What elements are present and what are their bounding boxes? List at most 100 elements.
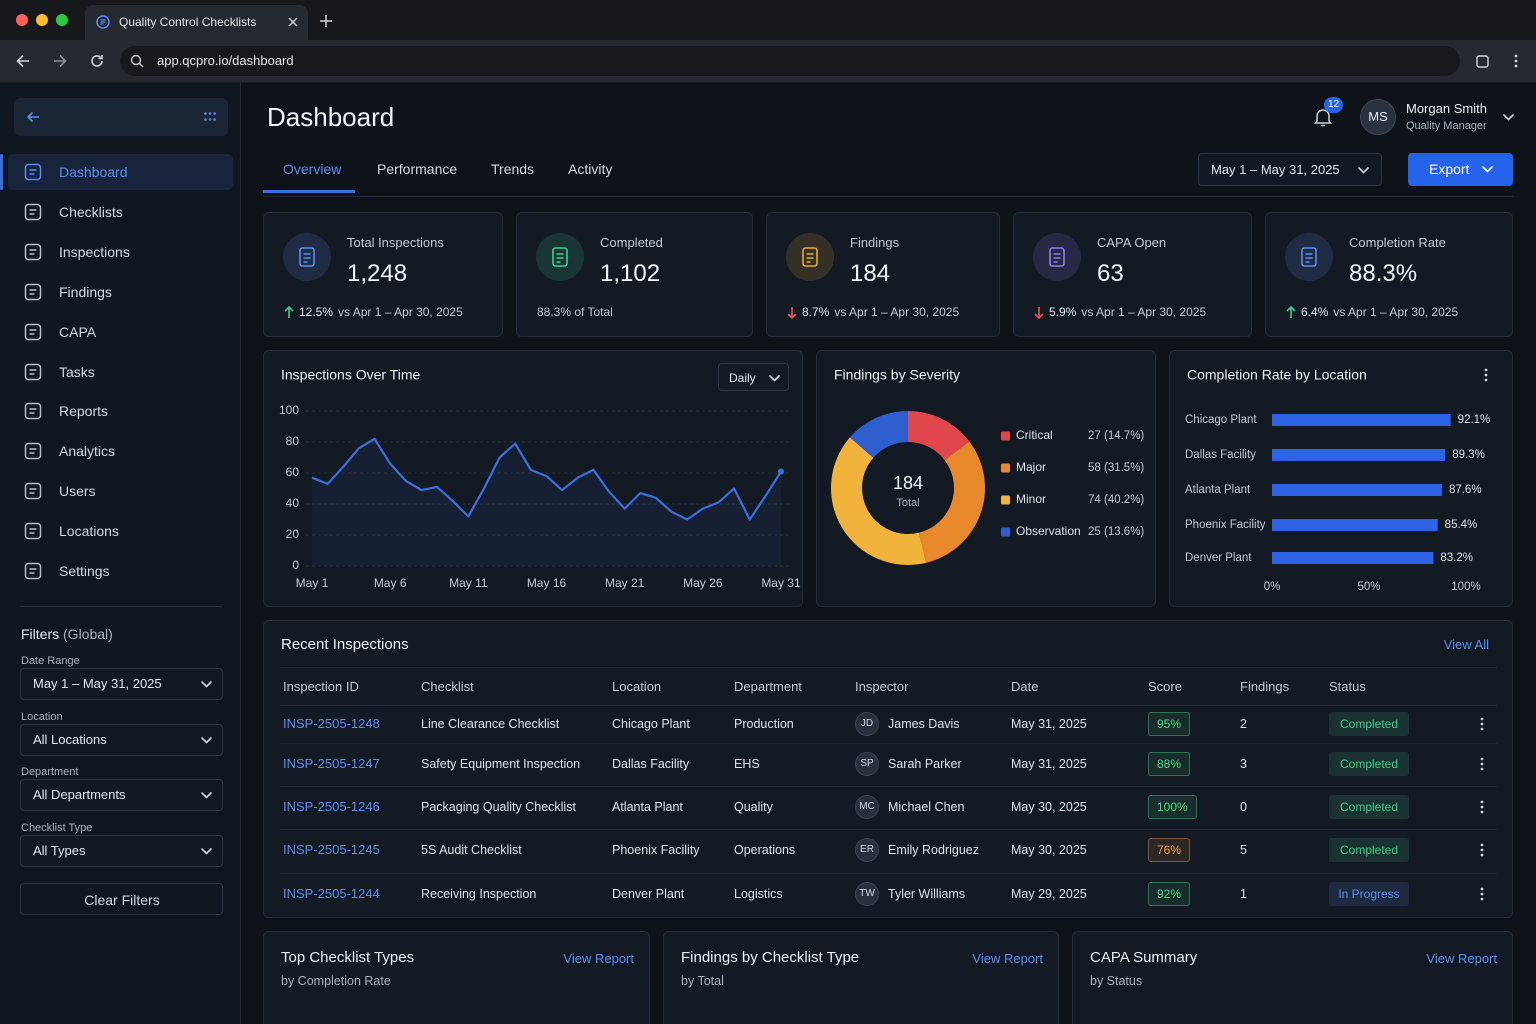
- inspection-id[interactable]: INSP-2505-1248: [283, 716, 380, 731]
- interval-select[interactable]: Daily: [718, 363, 789, 391]
- select-chevron-part: [201, 736, 212, 743]
- kpi-note: vs Apr 1 – Apr 30, 2025: [1081, 305, 1207, 319]
- date: May 31, 2025: [1011, 757, 1087, 771]
- browser-tab[interactable]: Quality Control Checklists: [85, 5, 308, 40]
- nav-icon: [24, 562, 42, 580]
- status-badge: Completed: [1329, 838, 1409, 862]
- findings-count: 3: [1240, 757, 1247, 771]
- reload-button-part: [91, 55, 103, 67]
- tab-close[interactable]: [288, 17, 298, 27]
- row-menu[interactable]: [1480, 717, 1484, 731]
- nav-item[interactable]: Checklists: [8, 194, 233, 230]
- nav-label: Inspections: [59, 243, 130, 260]
- chart-menu[interactable]: [1484, 368, 1488, 382]
- report-link[interactable]: View Report: [972, 951, 1043, 966]
- row-menu-part: [1480, 727, 1484, 731]
- kpi-icon-part: [283, 233, 331, 281]
- tab[interactable]: Activity: [568, 161, 613, 177]
- nav-icon: [24, 323, 42, 340]
- nav-item[interactable]: Tasks: [8, 354, 233, 390]
- select-chevron-part: [201, 792, 212, 799]
- browser-menu-part: [1514, 64, 1518, 68]
- nav-icon: [24, 363, 42, 380]
- inspection-id[interactable]: INSP-2505-1244: [283, 886, 380, 901]
- browser-menu[interactable]: [1514, 54, 1518, 68]
- report-link[interactable]: View Report: [1426, 951, 1497, 966]
- new-tab[interactable]: [320, 15, 332, 27]
- findings-count: 2: [1240, 717, 1247, 731]
- report-card: Findings by Checklist Type by Total View R…: [663, 931, 1059, 1024]
- nav-item[interactable]: Users: [8, 473, 233, 509]
- kpi-icon-part: [299, 247, 315, 267]
- nav-item[interactable]: CAPA: [8, 314, 233, 350]
- select-chevron: [201, 736, 212, 743]
- extension-icon[interactable]: [1476, 55, 1489, 68]
- date-range-value: May 1 – May 31, 2025: [1211, 162, 1340, 177]
- date-range-select[interactable]: May 1 – May 31, 2025: [1198, 153, 1382, 186]
- report-title: Top Checklist Types: [281, 949, 415, 966]
- grid-dots-part-part: [204, 112, 207, 115]
- report-subtitle: by Status: [1090, 974, 1143, 988]
- row-menu-part: [1480, 800, 1484, 804]
- grid-dots-part: [204, 112, 216, 121]
- column-header: Status: [1329, 679, 1366, 694]
- inspection-id[interactable]: INSP-2505-1245: [283, 842, 380, 857]
- kpi-card: CAPA Open 63 5.9% vs Apr 1 – Apr 30, 2025: [1013, 212, 1252, 337]
- tab[interactable]: Trends: [491, 161, 535, 177]
- browser-menu-part: [1514, 54, 1518, 58]
- back-button-part: [16, 54, 29, 68]
- filter-select[interactable]: All Locations: [20, 723, 223, 756]
- reload-button[interactable]: [90, 54, 104, 68]
- department: EHS: [734, 757, 760, 771]
- nav-item[interactable]: Settings: [8, 553, 233, 589]
- department: Quality: [734, 800, 773, 814]
- export-button[interactable]: Export: [1408, 153, 1513, 186]
- nav-item[interactable]: Locations: [8, 513, 233, 549]
- back-button[interactable]: [16, 54, 30, 68]
- row-menu-part: [1480, 717, 1484, 721]
- nav-item[interactable]: Analytics: [8, 433, 233, 469]
- row-menu-part: [1480, 887, 1484, 891]
- tab[interactable]: Overview: [283, 161, 342, 177]
- row-menu[interactable]: [1480, 800, 1484, 814]
- address-bar[interactable]: app.qcpro.io/dashboard: [120, 46, 1460, 76]
- table-divider: [280, 705, 1497, 706]
- row-menu[interactable]: [1480, 843, 1484, 857]
- row-menu[interactable]: [1480, 757, 1484, 771]
- search-icon-part: [139, 63, 144, 68]
- inspection-id[interactable]: INSP-2505-1246: [283, 799, 380, 814]
- trend-arrow: [1034, 307, 1044, 320]
- window-controls-part: [16, 14, 28, 26]
- location: Phoenix Facility: [612, 843, 700, 857]
- row-menu-part: [1480, 848, 1484, 852]
- nav-icon-part: [29, 488, 37, 494]
- filters-note: (Global): [59, 626, 113, 642]
- nav-item[interactable]: Findings: [8, 274, 233, 310]
- filter-select[interactable]: All Types: [20, 835, 223, 868]
- nav-item[interactable]: Inspections: [8, 234, 233, 270]
- tab-close-part: [288, 17, 298, 27]
- collapse-button[interactable]: [14, 98, 228, 136]
- row-menu[interactable]: [1480, 887, 1484, 901]
- department: Logistics: [734, 887, 783, 901]
- findings-count: 0: [1240, 800, 1247, 814]
- view-all-link[interactable]: View All: [1443, 637, 1489, 652]
- nav-icon-part: [24, 163, 42, 181]
- tab-favicon-part: [100, 19, 106, 25]
- nav-icon-part: [29, 568, 37, 574]
- inspection-id[interactable]: INSP-2505-1247: [283, 756, 380, 771]
- nav-label: Tasks: [59, 363, 95, 380]
- tab[interactable]: Performance: [377, 161, 458, 177]
- row-menu-part: [1480, 892, 1484, 896]
- nav-item[interactable]: Dashboard: [8, 154, 233, 190]
- clear-filters-button[interactable]: Clear Filters: [20, 883, 223, 915]
- report-link[interactable]: View Report: [563, 951, 634, 966]
- user-menu[interactable]: [1503, 114, 1514, 121]
- date: May 31, 2025: [1011, 717, 1087, 731]
- forward-button[interactable]: [53, 54, 67, 68]
- filter-select[interactable]: May 1 – May 31, 2025: [20, 668, 223, 700]
- filter-select[interactable]: All Departments: [20, 779, 223, 812]
- nav-item[interactable]: Reports: [8, 393, 233, 429]
- department: Operations: [734, 843, 796, 857]
